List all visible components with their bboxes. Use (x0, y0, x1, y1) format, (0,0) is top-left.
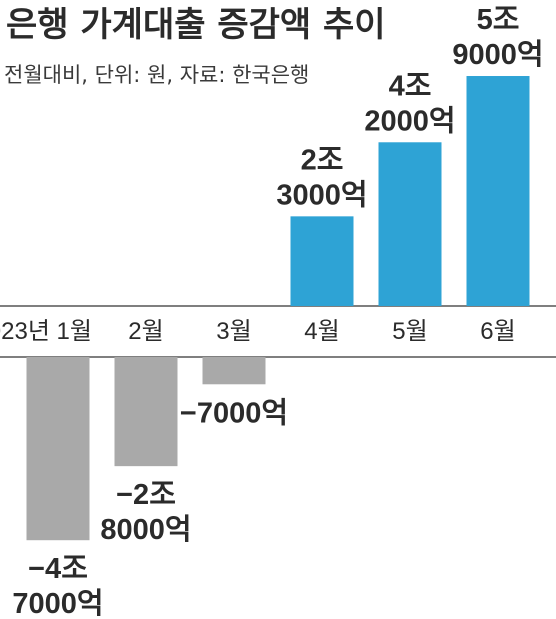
x-tick-label-3: 3월 (216, 318, 251, 345)
data-label-1-line-2: 7000억 (12, 587, 103, 619)
bar-2 (114, 357, 178, 467)
x-tick-labels: 2023년 1월 2월 3월 4월 5월 6월 (0, 318, 516, 345)
data-label-3-line-1: −7000억 (180, 396, 288, 429)
bar-4 (290, 216, 354, 306)
x-tick-label-2: 2월 (128, 318, 163, 345)
x-tick-label-6: 6월 (480, 318, 515, 345)
data-label-1-line-1: −4조 (28, 553, 88, 585)
x-tick-label-5: 5월 (392, 318, 427, 345)
bar-6 (466, 76, 530, 306)
bar-5 (378, 142, 442, 306)
bar-3 (202, 357, 266, 385)
data-label-6-line-1: 5조 (477, 4, 520, 36)
data-label-4-line-1: 2조 (301, 144, 344, 176)
data-label-5-line-1: 4조 (389, 70, 432, 102)
bar-1 (26, 357, 90, 541)
x-tick-label-1: 2023년 1월 (0, 318, 92, 345)
data-label-6-line-2: 9000억 (452, 38, 543, 71)
chart-subtitle: 전월대비, 단위: 원, 자료: 한국은행 (4, 63, 309, 87)
data-label-2-line-1: −2조 (116, 479, 176, 511)
x-tick-label-4: 4월 (304, 318, 339, 345)
data-label-5-line-2: 2000억 (364, 104, 455, 137)
bars (26, 76, 530, 541)
chart-title: 은행 가계대출 증감액 추이 (6, 5, 386, 45)
data-label-2-line-2: 8000억 (100, 513, 191, 546)
data-label-4-line-2: 3000억 (276, 178, 367, 211)
